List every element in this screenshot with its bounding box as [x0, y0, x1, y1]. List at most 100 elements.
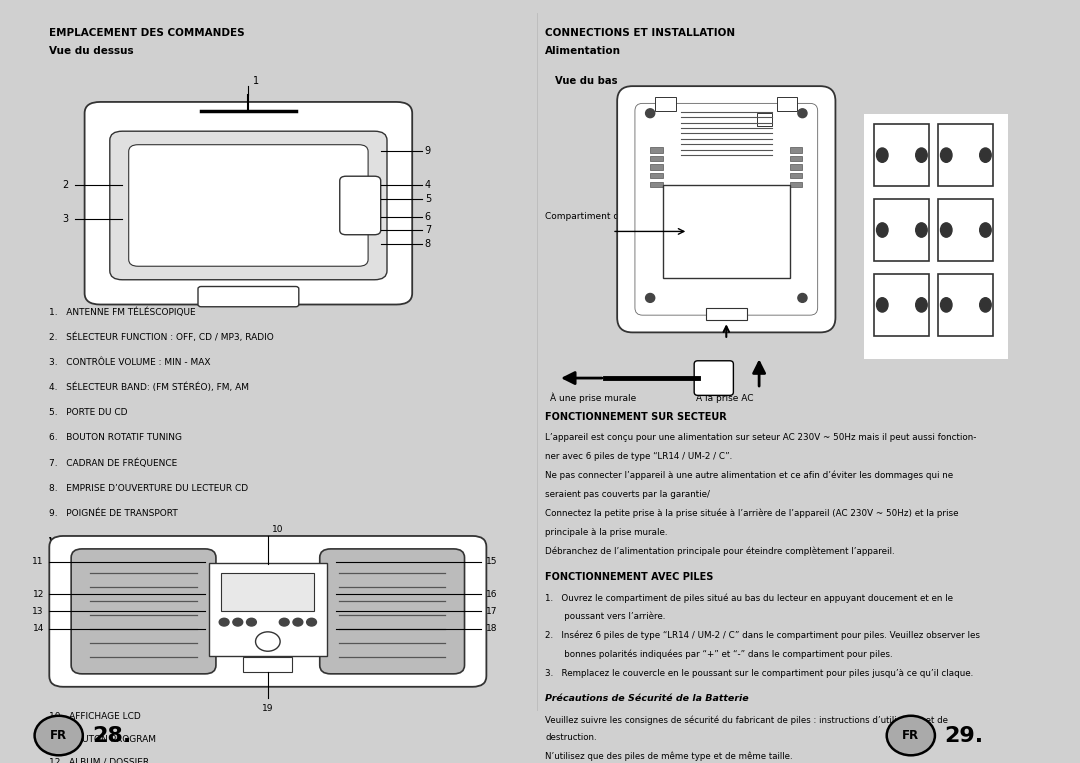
Bar [875, 274, 929, 336]
Text: 13: 13 [32, 607, 44, 616]
Text: Ne pas connecter l’appareil à une autre alimentation et ce afin d’éviter les dom: Ne pas connecter l’appareil à une autre … [545, 471, 954, 481]
Bar [243, 657, 293, 671]
Text: 7: 7 [424, 225, 431, 235]
Circle shape [35, 716, 83, 755]
Text: Vue du dessus: Vue du dessus [49, 47, 133, 56]
Text: À la prise AC: À la prise AC [696, 393, 754, 404]
FancyBboxPatch shape [50, 536, 486, 687]
Text: 14: 14 [32, 624, 44, 633]
Circle shape [877, 223, 888, 237]
Text: Vue de face: Vue de face [49, 537, 118, 547]
Bar [939, 199, 994, 261]
Bar [778, 97, 797, 111]
Text: Connectez la petite prise à la prise située à l’arrière de l’appareil (AC 230V ~: Connectez la petite prise à la prise sit… [545, 509, 959, 518]
Circle shape [941, 148, 951, 163]
Bar [656, 97, 676, 111]
Bar [939, 124, 994, 186]
Bar [789, 165, 802, 170]
Text: 12.  ALBUM / DOSSIER: 12. ALBUM / DOSSIER [49, 758, 149, 763]
Text: À une prise murale: À une prise murale [550, 393, 636, 404]
Text: 16: 16 [486, 590, 498, 599]
Text: Débranchez de l’alimentation principale pour éteindre complètement l’appareil.: Débranchez de l’alimentation principale … [545, 546, 894, 556]
Text: Alimentation: Alimentation [545, 47, 621, 56]
Text: EMPLACEMENT DES COMMANDES: EMPLACEMENT DES COMMANDES [49, 28, 244, 38]
Text: CONNECTIONS ET INSTALLATION: CONNECTIONS ET INSTALLATION [545, 28, 735, 38]
Circle shape [256, 632, 280, 652]
FancyBboxPatch shape [110, 131, 387, 280]
Circle shape [916, 223, 928, 237]
Text: FONCTIONNEMENT AVEC PILES: FONCTIONNEMENT AVEC PILES [545, 572, 714, 582]
Bar [789, 156, 802, 161]
FancyBboxPatch shape [859, 108, 1013, 365]
FancyBboxPatch shape [320, 549, 464, 674]
Text: 2.   SÉLECTEUR FUNCTION : OFF, CD / MP3, RADIO: 2. SÉLECTEUR FUNCTION : OFF, CD / MP3, R… [49, 333, 273, 343]
Bar [789, 182, 802, 187]
Bar [875, 199, 929, 261]
Text: Vue du bas: Vue du bas [555, 76, 618, 85]
Text: 12: 12 [32, 590, 44, 599]
Circle shape [280, 618, 289, 626]
Circle shape [916, 148, 928, 163]
Text: bonnes polarités indiquées par “+” et “-” dans le compartiment pour piles.: bonnes polarités indiquées par “+” et “-… [545, 649, 893, 659]
Text: 4: 4 [424, 180, 431, 190]
Text: N’utilisez que des piles de même type et de même taille.: N’utilisez que des piles de même type et… [545, 752, 793, 761]
Circle shape [916, 298, 928, 312]
Circle shape [646, 294, 654, 302]
Bar [650, 147, 663, 153]
Text: 3: 3 [63, 214, 69, 224]
Text: Veuillez suivre les consignes de sécurité du fabricant de piles : instructions d: Veuillez suivre les consignes de sécurit… [545, 715, 948, 725]
Circle shape [877, 298, 888, 312]
Text: 28.: 28. [92, 726, 132, 745]
Bar [789, 147, 802, 153]
FancyBboxPatch shape [340, 176, 380, 235]
Text: 1.   Ouvrez le compartiment de piles situé au bas du lecteur en appuyant douceme: 1. Ouvrez le compartiment de piles situé… [545, 593, 953, 603]
Bar [221, 572, 314, 611]
Circle shape [219, 618, 229, 626]
Circle shape [246, 618, 256, 626]
Bar [706, 307, 746, 320]
Text: 5: 5 [424, 194, 431, 204]
FancyBboxPatch shape [198, 287, 299, 307]
Text: poussant vers l’arrière.: poussant vers l’arrière. [545, 612, 665, 622]
Bar [875, 124, 929, 186]
Circle shape [293, 618, 302, 626]
Bar [789, 173, 802, 179]
Text: principale à la prise murale.: principale à la prise murale. [545, 527, 667, 536]
Text: 10.  AFFICHAGE LCD: 10. AFFICHAGE LCD [49, 712, 140, 721]
Text: FR: FR [50, 729, 67, 742]
Text: 15: 15 [486, 557, 498, 566]
FancyBboxPatch shape [84, 102, 413, 304]
Text: 19: 19 [262, 704, 273, 713]
Text: Précautions de Sécurité de la Batterie: Précautions de Sécurité de la Batterie [545, 694, 748, 703]
Text: 2: 2 [63, 180, 69, 190]
Text: 1: 1 [253, 76, 259, 86]
Circle shape [307, 618, 316, 626]
Circle shape [941, 223, 951, 237]
Text: ner avec 6 piles de type “LR14 / UM-2 / C”.: ner avec 6 piles de type “LR14 / UM-2 / … [545, 452, 732, 461]
Bar [650, 173, 663, 179]
Text: 8: 8 [424, 239, 431, 249]
Text: 4.   SÉLECTEUR BAND: (FM STÉRÉO), FM, AM: 4. SÉLECTEUR BAND: (FM STÉRÉO), FM, AM [49, 383, 248, 392]
Circle shape [798, 109, 807, 118]
Circle shape [980, 223, 991, 237]
Text: 11.  BOUTON PROGRAM: 11. BOUTON PROGRAM [49, 735, 156, 744]
Text: Compartiment de piles: Compartiment de piles [545, 212, 649, 221]
Text: seraient pas couverts par la garantie/: seraient pas couverts par la garantie/ [545, 490, 710, 499]
Text: 5.   PORTE DU CD: 5. PORTE DU CD [49, 408, 127, 417]
Text: 18: 18 [486, 624, 498, 633]
Text: 11: 11 [32, 557, 44, 566]
Bar [939, 274, 994, 336]
Text: L’appareil est conçu pour une alimentation sur seteur AC 230V ~ 50Hz mais il peu: L’appareil est conçu pour une alimentati… [545, 433, 976, 443]
Text: 2.   Insérez 6 piles de type “LR14 / UM-2 / C” dans le compartiment pour piles. : 2. Insérez 6 piles de type “LR14 / UM-2 … [545, 631, 980, 640]
Circle shape [941, 298, 951, 312]
Circle shape [646, 109, 654, 118]
FancyBboxPatch shape [129, 145, 368, 266]
Bar [650, 165, 663, 170]
FancyBboxPatch shape [694, 361, 733, 395]
Text: destruction.: destruction. [545, 733, 597, 742]
Text: 1.   ANTENNE FM TÉLÉSCOPIQUE: 1. ANTENNE FM TÉLÉSCOPIQUE [49, 307, 195, 317]
Text: 3.   Remplacez le couvercle en le poussant sur le compartiment pour piles jusqu’: 3. Remplacez le couvercle en le poussant… [545, 668, 973, 678]
Text: 10: 10 [272, 525, 283, 534]
FancyBboxPatch shape [210, 563, 326, 655]
Text: 8.   EMPRISE D’OUVERTURE DU LECTEUR CD: 8. EMPRISE D’OUVERTURE DU LECTEUR CD [49, 484, 247, 493]
